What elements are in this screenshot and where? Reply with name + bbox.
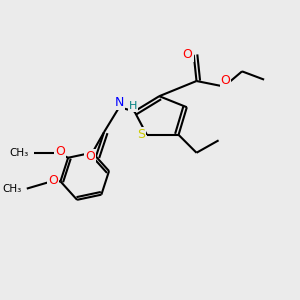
Text: O: O (48, 174, 58, 187)
Text: O: O (220, 74, 230, 87)
Text: O: O (55, 145, 65, 158)
Text: O: O (183, 48, 193, 61)
Text: S: S (137, 128, 145, 141)
Text: CH₃: CH₃ (2, 184, 21, 194)
Text: N: N (115, 96, 124, 109)
Text: CH₃: CH₃ (9, 148, 28, 158)
Text: H: H (129, 101, 137, 111)
Text: O: O (85, 150, 94, 164)
